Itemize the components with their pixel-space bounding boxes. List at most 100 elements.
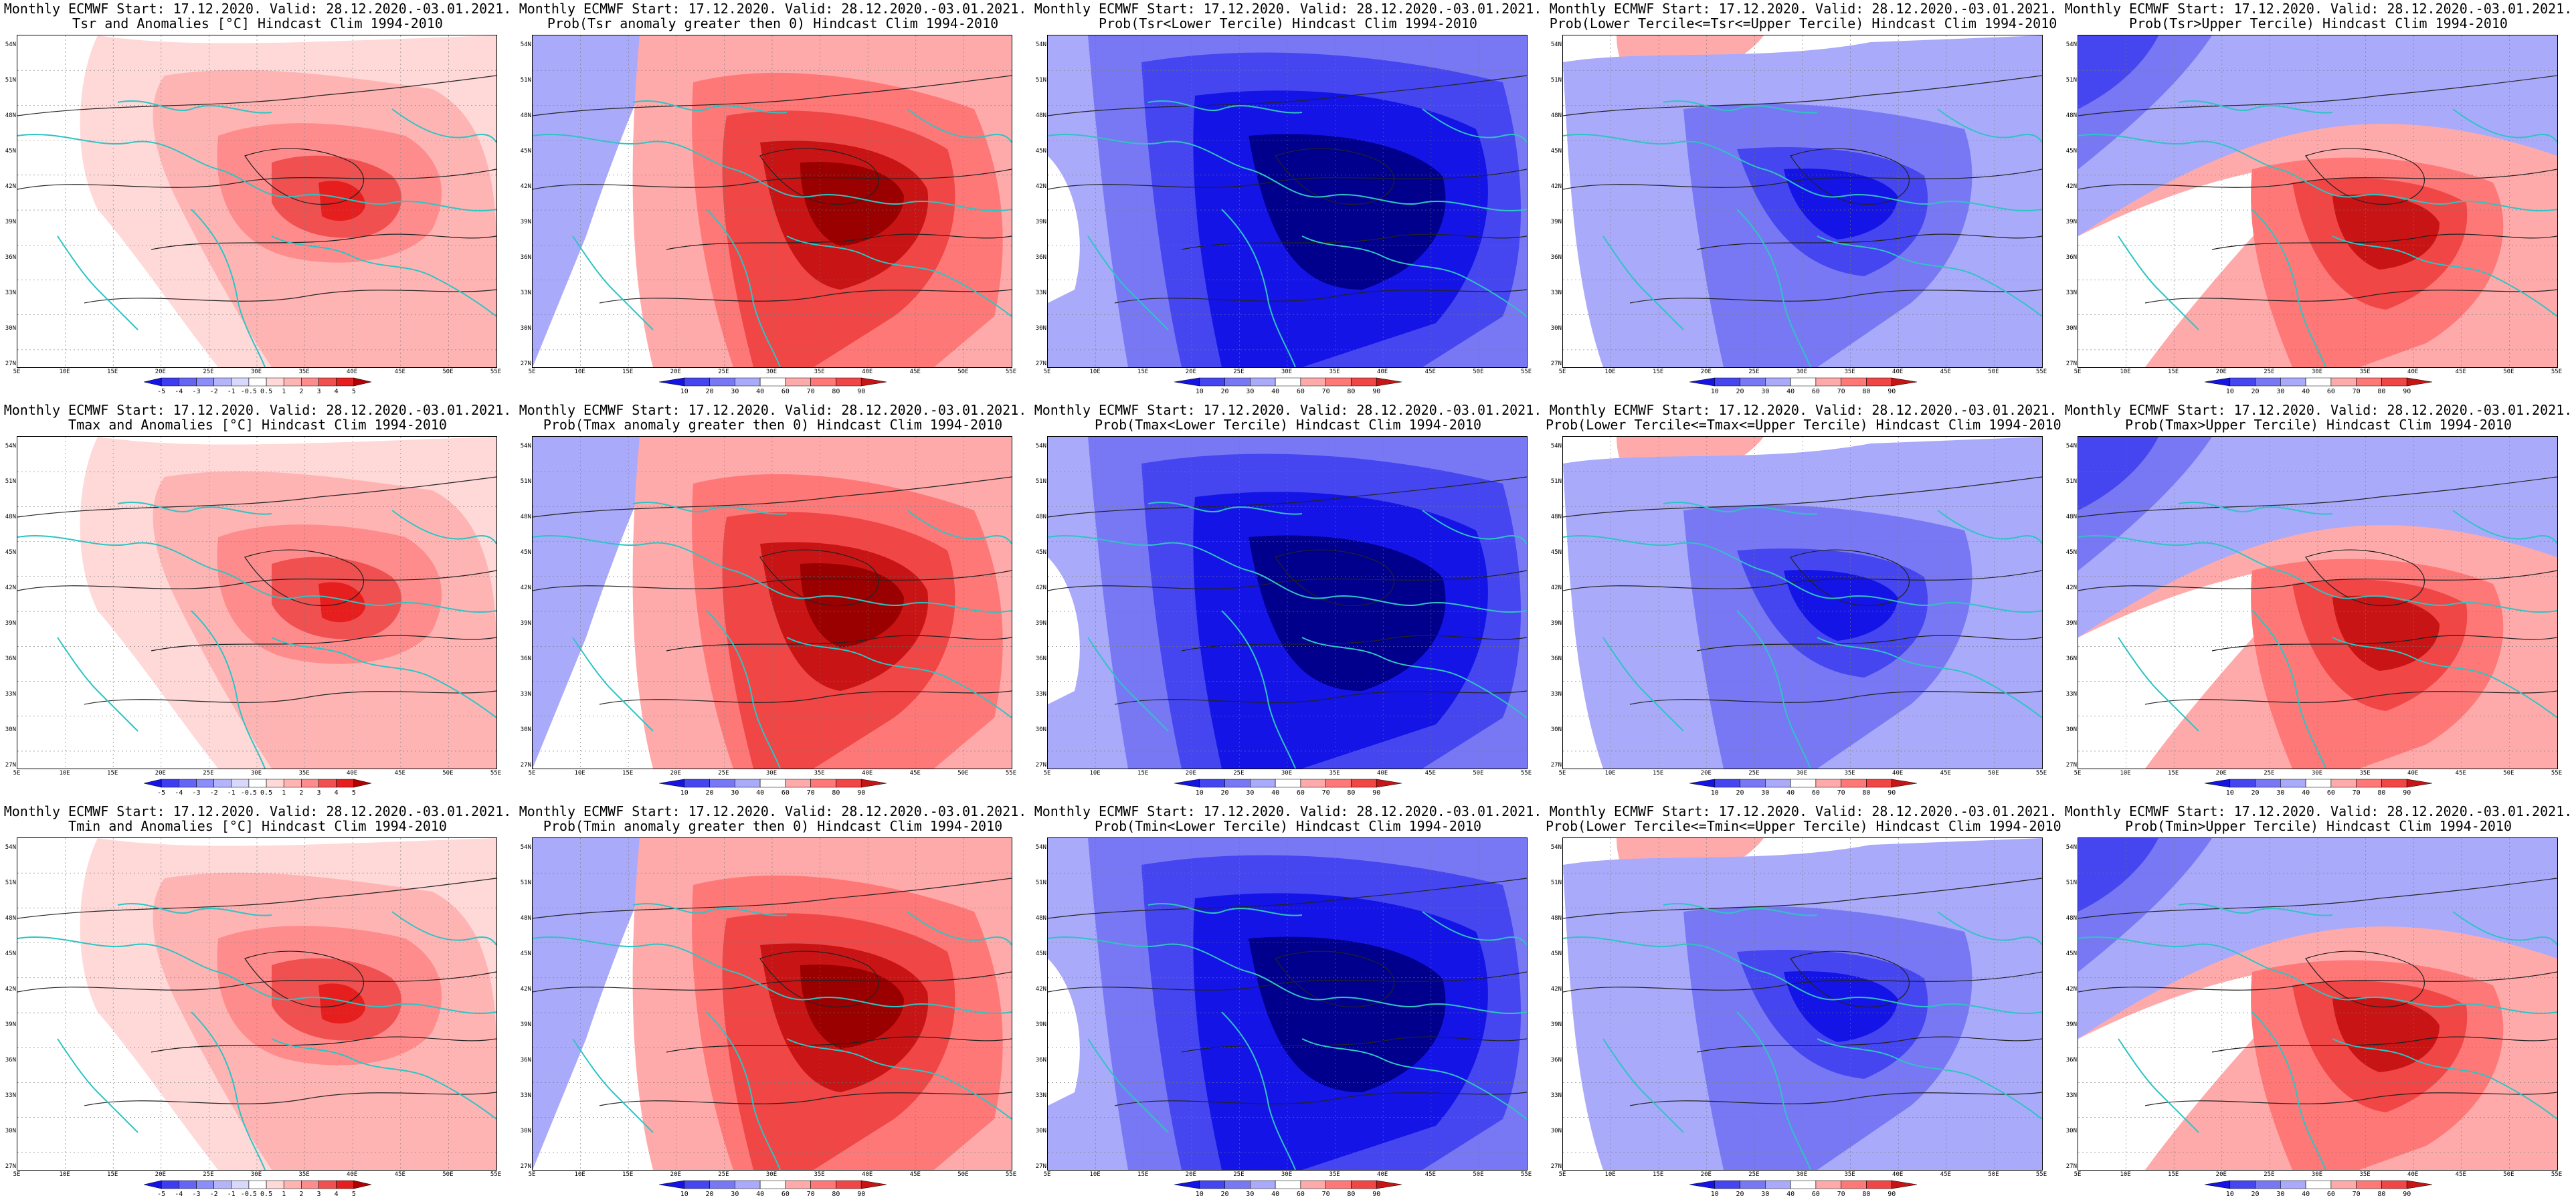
colorbar-swatch <box>1275 779 1301 788</box>
coastline <box>1602 1038 1684 1133</box>
coastline <box>17 133 496 212</box>
shaded-region <box>800 965 904 1049</box>
isotherm-line <box>1275 950 1394 1008</box>
coastline <box>1663 902 1818 916</box>
map-area <box>1047 837 1528 1171</box>
longitude-label: 15E <box>622 770 634 777</box>
colorbar-tick-label: -5 <box>157 1191 166 1198</box>
colorbar-tick-label: 3 <box>316 1191 321 1198</box>
colorbar-tick-label: 2 <box>299 1191 304 1198</box>
coastline <box>271 637 496 718</box>
longitude-label: 55E <box>2551 770 2563 777</box>
coastline <box>1048 936 1527 1015</box>
colorbar <box>144 779 371 788</box>
longitude-label: 30E <box>765 369 777 375</box>
shaded-region <box>318 983 365 1024</box>
latitude-label: 27N <box>5 361 16 367</box>
latitude-label: 51N <box>2065 478 2077 485</box>
panel-header: Monthly ECMWF Start: 17.12.2020. Valid: … <box>3 1 512 17</box>
map-canvas <box>17 838 496 1170</box>
latitude-label: 48N <box>1550 514 1562 520</box>
longitude-label: 40E <box>1377 770 1388 777</box>
latitude-label: 27N <box>1035 762 1046 769</box>
map-panel: Monthly ECMWF Start: 17.12.2020. Valid: … <box>2061 803 2576 1204</box>
latitude-label: 54N <box>520 844 531 851</box>
latitude-label: 27N <box>1035 1163 1046 1170</box>
longitude-label: 5E <box>1558 770 1566 777</box>
colorbar-tick-label: 60 <box>1296 1191 1305 1198</box>
latitude-label: 27N <box>5 762 16 769</box>
longitude-label: 25E <box>203 369 214 375</box>
colorbar-swatch <box>2406 377 2432 387</box>
longitude-label: 30E <box>1281 1171 1293 1178</box>
panel-title: Prob(Tmax anomaly greater then 0) Hindca… <box>543 417 1003 433</box>
colorbar-swatch <box>1376 779 1402 788</box>
map-canvas <box>1048 35 1527 367</box>
panel-title: Tmax and Anomalies [°C] Hindcast Clim 19… <box>68 417 447 433</box>
colorbar-swatch <box>1300 377 1326 387</box>
latitude-label: 54N <box>1035 41 1046 48</box>
coastline <box>2452 911 2557 946</box>
colorbar-swatch <box>810 779 836 788</box>
colorbar-tick-label: 30 <box>1246 789 1255 797</box>
colorbar-swatch <box>1689 779 1716 788</box>
map-panel: Monthly ECMWF Start: 17.12.2020. Valid: … <box>0 401 515 803</box>
map-canvas <box>17 35 496 367</box>
latitude-label: 39N <box>1550 620 1562 627</box>
coastline <box>2078 534 2557 613</box>
longitude-label: 30E <box>250 1171 262 1178</box>
longitude-label: 30E <box>2311 1171 2323 1178</box>
colorbar-swatch <box>1841 1180 1867 1189</box>
latitude-label: 51N <box>2065 880 2077 886</box>
latitude-label: 42N <box>5 585 16 591</box>
map-area <box>532 436 1012 769</box>
colorbar-tick-label: 70 <box>2352 1191 2361 1198</box>
colorbar-tick-label: 60 <box>1811 1191 1820 1198</box>
latitude-label: 45N <box>1550 950 1562 957</box>
coastline <box>1422 911 1527 946</box>
isotherm-line <box>244 950 364 1008</box>
colorbar-swatch <box>785 377 811 387</box>
coastline <box>1048 534 1527 613</box>
colorbar-tick-label: 30 <box>1246 388 1255 395</box>
coastline <box>1602 637 1684 732</box>
coastline <box>907 911 1012 946</box>
latitude-label: 33N <box>2065 1092 2077 1099</box>
shaded-region <box>2078 35 2158 109</box>
colorbar-tick-label: 20 <box>2251 388 2260 395</box>
longitude-label: 20E <box>1185 1171 1196 1178</box>
colorbar-tick-label: 60 <box>1811 789 1820 797</box>
longitude-label: 10E <box>59 1171 70 1178</box>
coastline <box>391 911 496 946</box>
latitude-label: 36N <box>5 656 16 662</box>
isotherm-line <box>151 635 496 651</box>
panel-header: Monthly ECMWF Start: 17.12.2020. Valid: … <box>1034 402 1542 418</box>
longitude-label: 35E <box>814 1171 825 1178</box>
panel-header: Monthly ECMWF Start: 17.12.2020. Valid: … <box>2064 402 2573 418</box>
longitude-label: 5E <box>1558 369 1566 375</box>
longitude-label: 45E <box>2455 369 2466 375</box>
colorbar-tick-label: 5 <box>351 388 356 395</box>
isotherm-line <box>17 878 496 919</box>
colorbar-tick-label: 10 <box>1710 388 1719 395</box>
colorbar-swatch <box>709 1180 735 1189</box>
longitude-label: 25E <box>2264 1171 2275 1178</box>
latitude-label: 39N <box>2065 1021 2077 1028</box>
colorbar-swatch <box>1376 1180 1402 1189</box>
panel-header: Monthly ECMWF Start: 17.12.2020. Valid: … <box>3 803 512 819</box>
longitude-label: 10E <box>1089 1171 1101 1178</box>
latitude-label: 36N <box>1035 656 1046 662</box>
colorbar-swatch <box>1866 779 1892 788</box>
panel-title: Prob(Lower Tercile<=Tsr<=Upper Tercile) … <box>1549 15 2057 31</box>
latitude-label: 39N <box>2065 620 2077 627</box>
colorbar-tick-label: 80 <box>832 789 840 797</box>
longitude-label: 50E <box>957 1171 969 1178</box>
latitude-label: 42N <box>1035 585 1046 591</box>
longitude-label: 55E <box>2035 770 2047 777</box>
colorbar-tick-label: -4 <box>175 1191 183 1198</box>
colorbar-tick-label: 80 <box>1347 789 1356 797</box>
colorbar-tick-label: 60 <box>781 388 790 395</box>
longitude-label: 35E <box>1329 1171 1340 1178</box>
longitude-label: 10E <box>1604 770 1616 777</box>
colorbar-tick-label: 90 <box>857 1191 866 1198</box>
